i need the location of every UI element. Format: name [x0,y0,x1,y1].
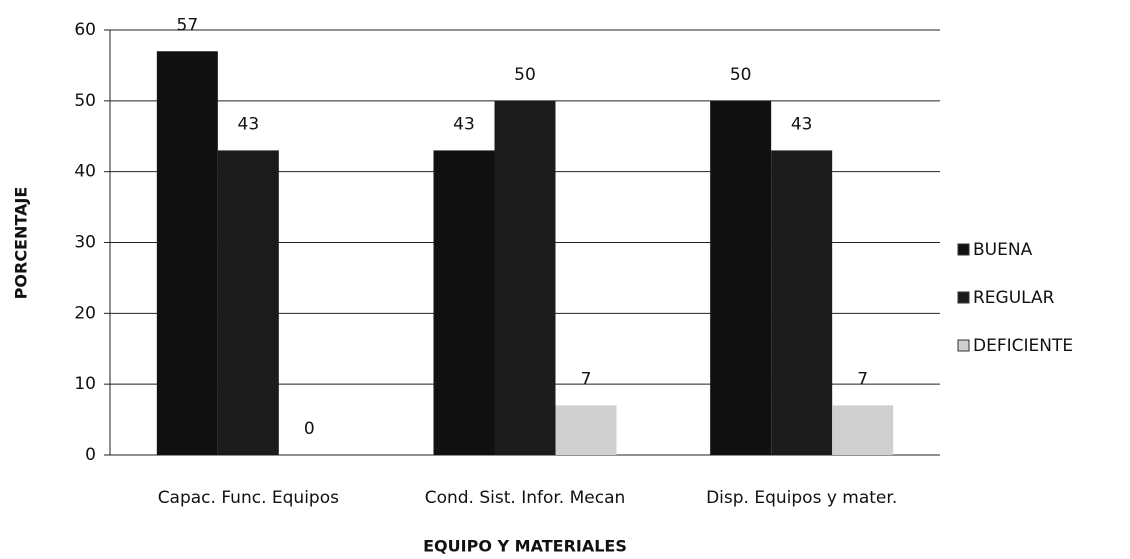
y-tick-label: 20 [74,303,96,323]
legend-label: DEFICIENTE [973,336,1073,356]
data-label: 7 [581,369,592,389]
y-tick-label: 40 [74,162,96,182]
bar [710,100,772,455]
data-label: 43 [791,114,813,134]
legend-swatch [957,339,970,352]
y-tick-label: 60 [74,20,96,40]
x-tick-label: Capac. Func. Equipos [158,488,339,508]
data-label: 50 [730,65,752,85]
bar [494,100,556,455]
x-tick-label: Cond. Sist. Infor. Mecan [425,488,626,508]
legend-label: REGULAR [973,288,1055,308]
legend-swatch [957,291,970,304]
y-tick-label: 0 [85,445,96,465]
y-tick-label: 30 [74,233,96,253]
data-label: 57 [177,15,199,35]
data-label: 50 [514,65,536,85]
bar [217,150,279,455]
y-axis-label: PORCENTAJE [12,187,31,300]
bar [771,150,833,455]
bar [156,51,218,455]
bar [832,405,894,455]
bar [433,150,495,455]
y-tick-label: 10 [74,374,96,394]
data-label: 43 [453,114,475,134]
data-label: 0 [304,419,315,439]
data-label: 7 [857,369,868,389]
x-axis-label: EQUIPO Y MATERIALES [423,537,627,556]
x-tick-label: Disp. Equipos y mater. [706,488,897,508]
data-label: 43 [238,114,260,134]
bar [555,405,617,455]
legend-label: BUENA [973,240,1033,260]
legend-swatch [957,243,970,256]
y-tick-label: 50 [74,91,96,111]
